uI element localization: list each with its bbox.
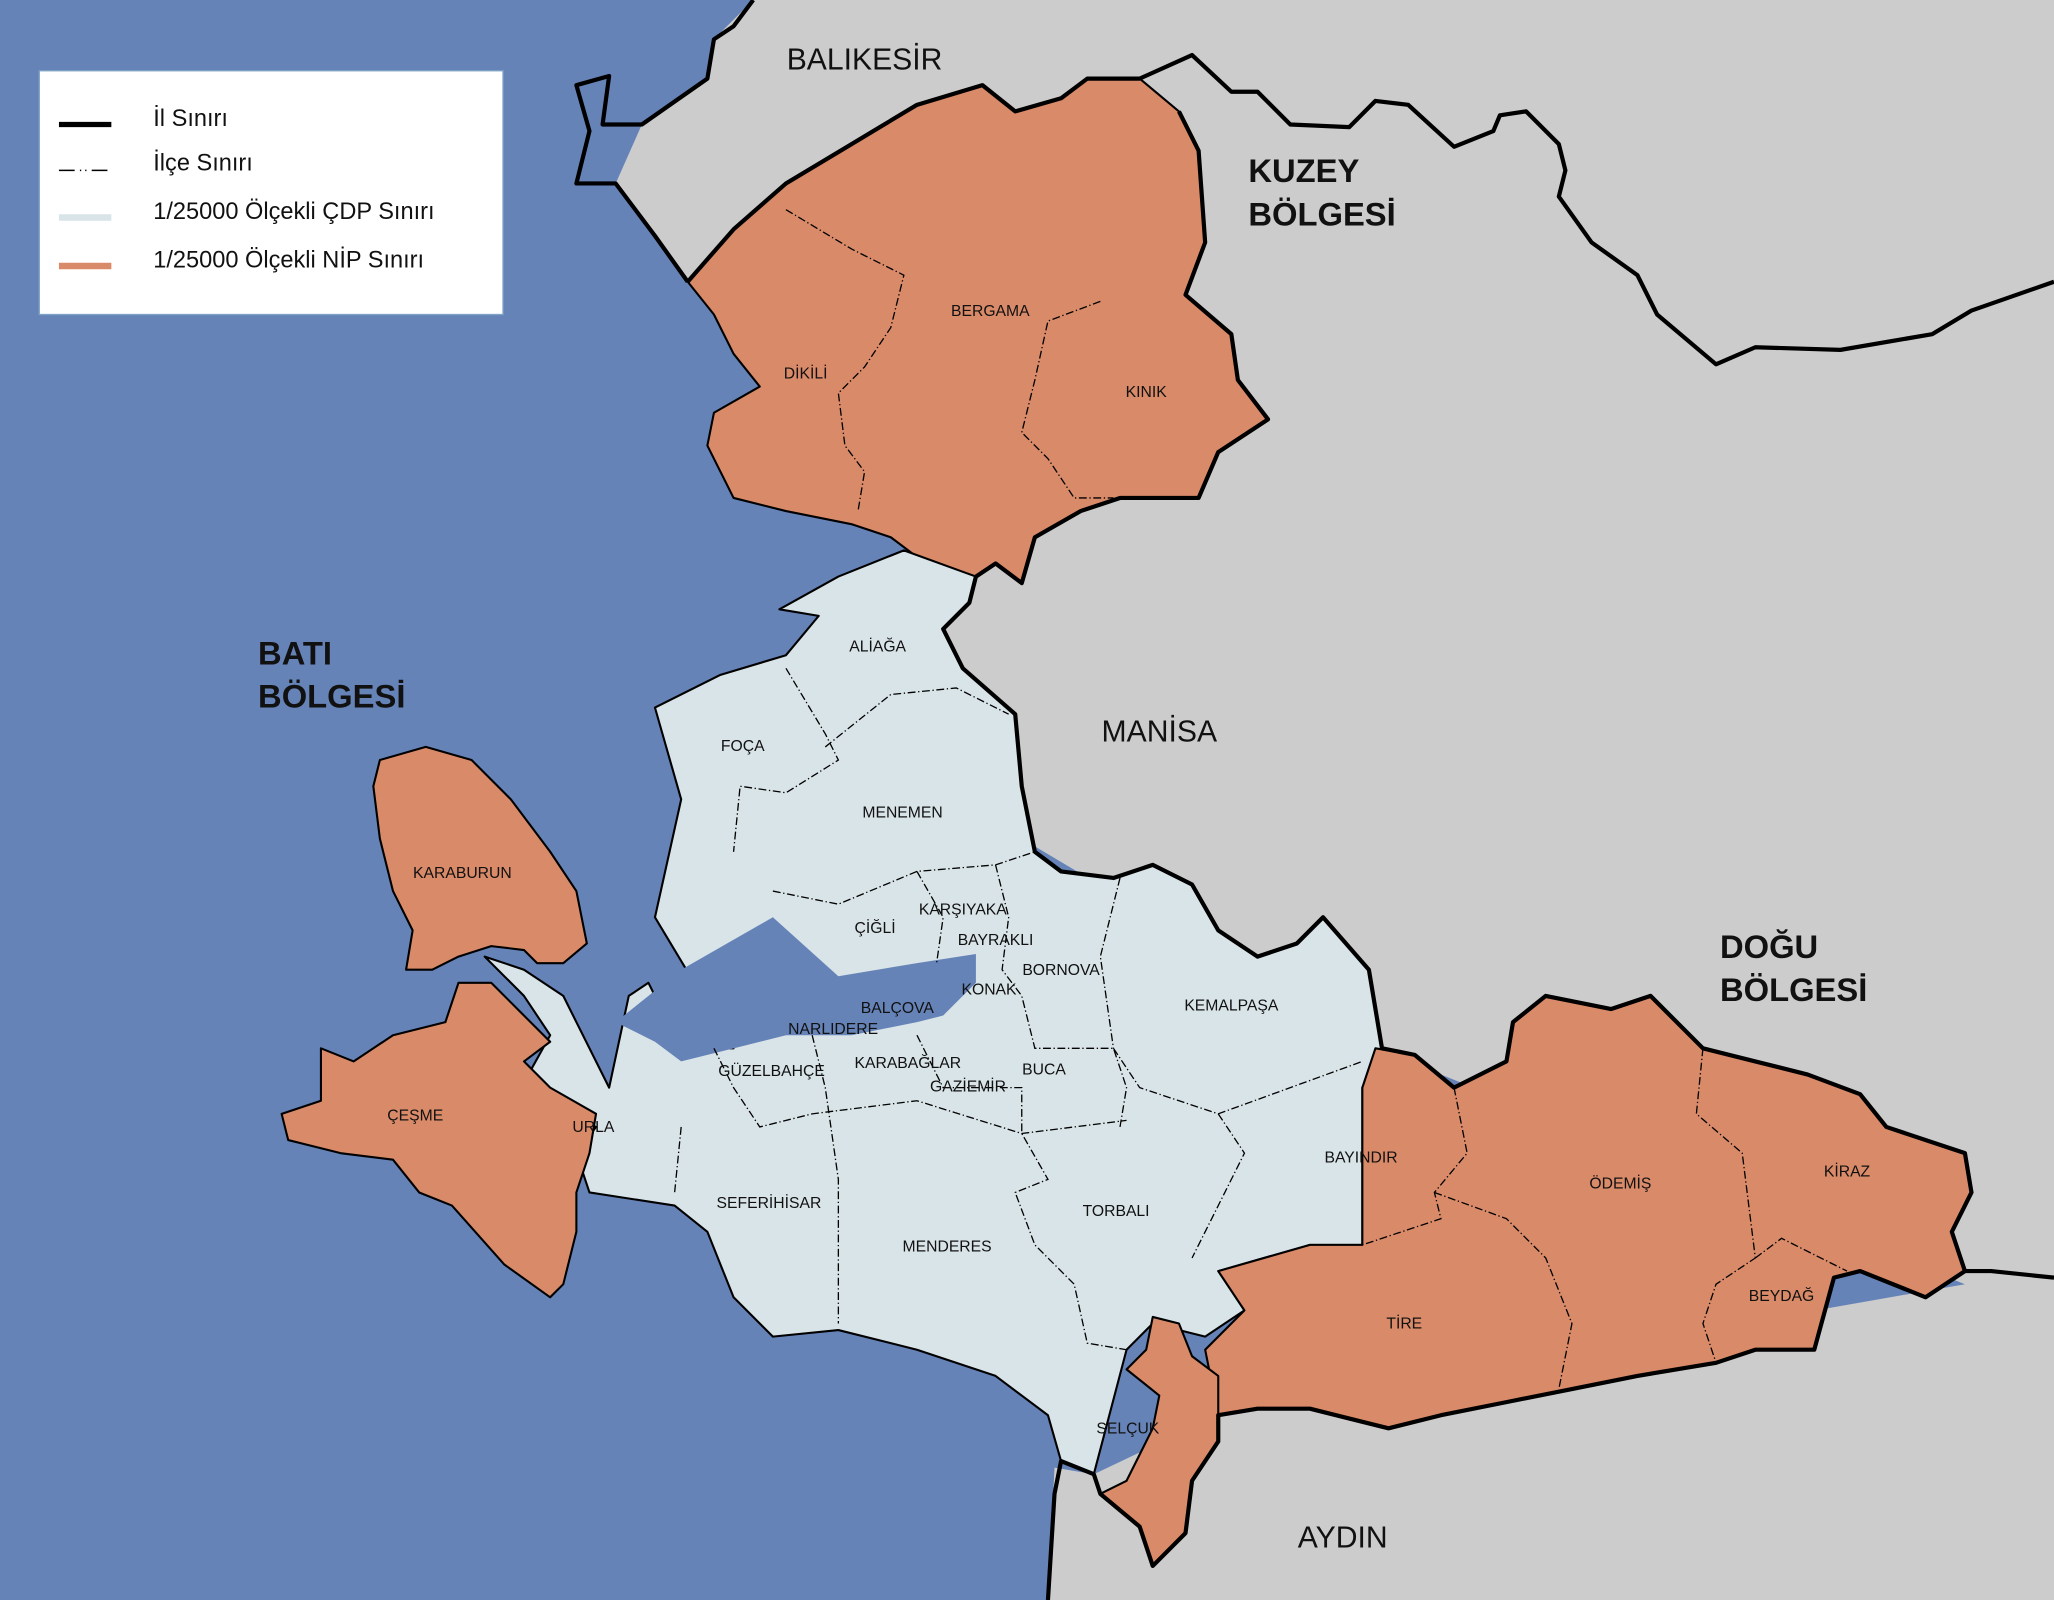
district-label: BORNOVA — [1022, 962, 1100, 979]
district-label: KARABURUN — [413, 865, 512, 882]
region-label-east-line2: BÖLGESİ — [1720, 971, 1867, 1008]
district-label: URLA — [572, 1119, 614, 1136]
district-label: BEYDAĞ — [1749, 1286, 1815, 1305]
province-label-balikesir: BALIKESİR — [787, 43, 943, 76]
region-label-west-line2: BÖLGESİ — [258, 678, 405, 715]
district-label: ÇEŞME — [387, 1107, 443, 1124]
legend-label: 1/25000 Ölçekli ÇDP Sınırı — [153, 198, 434, 224]
province-boundaries — [574, 0, 2054, 1600]
district-label: MENDERES — [903, 1238, 992, 1255]
district-label: SELÇUK — [1096, 1421, 1159, 1438]
legend-box — [38, 70, 504, 316]
legend-label: 1/25000 Ölçekli NİP Sınırı — [153, 246, 424, 272]
legend-label: İlçe Sınırı — [153, 149, 253, 175]
karaburun-nip-area — [372, 745, 588, 971]
district-label: BUCA — [1022, 1062, 1066, 1079]
district-label: SEFERİHİSAR — [717, 1193, 822, 1212]
district-label: KINIK — [1126, 384, 1168, 401]
district-label: KARABAĞLAR — [855, 1053, 962, 1072]
district-label: NARLIDERE — [788, 1021, 878, 1038]
district-label: GAZİEMİR — [930, 1077, 1006, 1096]
district-label: DİKİLİ — [784, 364, 828, 383]
legend: İl Sınırı İlçe Sınırı 1/25000 Ölçekli ÇD… — [38, 70, 504, 316]
legend-label: İl Sınırı — [153, 105, 228, 131]
district-label: MENEMEN — [862, 805, 942, 822]
district-label: GÜZELBAHÇE — [718, 1062, 825, 1080]
district-label: KONAK — [962, 982, 1018, 999]
district-label: FOÇA — [721, 738, 765, 755]
province-label-manisa: MANİSA — [1102, 716, 1218, 749]
district-label: BALÇOVA — [861, 1000, 935, 1017]
district-label: ÖDEMİŞ — [1589, 1174, 1651, 1193]
district-label: ÇİĞLİ — [855, 918, 896, 937]
province-label-aydin: AYDIN — [1298, 1522, 1388, 1555]
district-label: TİRE — [1386, 1314, 1422, 1333]
district-label: KEMALPAŞA — [1184, 997, 1279, 1014]
region-label-north-line1: KUZEY — [1248, 152, 1359, 189]
district-labels: DİKİLİ BERGAMA KINIK ALİAĞA FOÇA MENEMEN… — [387, 303, 1870, 1438]
region-label-west-line1: BATI — [258, 634, 332, 671]
region-label-east-line1: DOĞU — [1720, 928, 1818, 965]
region-label-north-line2: BÖLGESİ — [1248, 195, 1395, 232]
district-label: KARŞIYAKA — [919, 902, 1007, 919]
district-label: BERGAMA — [951, 303, 1030, 320]
district-label: TORBALI — [1083, 1203, 1150, 1220]
district-label: KİRAZ — [1824, 1162, 1871, 1181]
izmir-bay — [615, 917, 976, 1062]
district-label: ALİAĞA — [849, 636, 906, 655]
cesme-urla-nip-area — [280, 981, 598, 1299]
district-label: BAYINDIR — [1325, 1149, 1398, 1166]
district-label: BAYRAKLI — [958, 932, 1034, 949]
district-boundaries — [673, 209, 1848, 1390]
